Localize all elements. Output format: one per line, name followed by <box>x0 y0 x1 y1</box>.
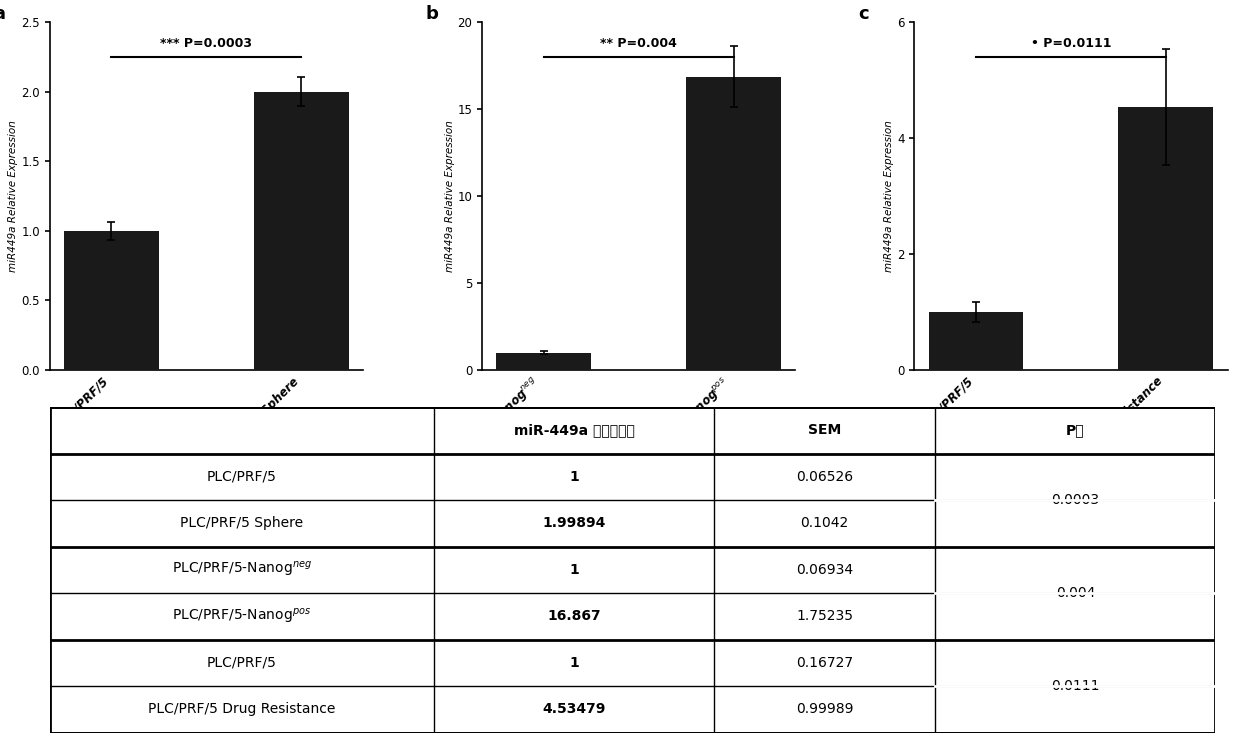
Text: 0.06934: 0.06934 <box>796 563 853 576</box>
Text: 1: 1 <box>569 563 579 576</box>
Text: SEM: SEM <box>808 423 842 437</box>
Bar <box>496 353 591 370</box>
Bar <box>929 312 1023 370</box>
Bar <box>686 77 781 370</box>
Text: ** P=0.004: ** P=0.004 <box>600 37 677 50</box>
Text: 0.0111: 0.0111 <box>1052 679 1100 693</box>
Text: 1.75235: 1.75235 <box>796 609 853 623</box>
Text: 0.06526: 0.06526 <box>796 470 853 484</box>
Text: 1: 1 <box>569 470 579 484</box>
Text: 0.0003: 0.0003 <box>1052 493 1100 507</box>
Text: 4.53479: 4.53479 <box>542 702 606 716</box>
Text: 0.99989: 0.99989 <box>796 702 853 716</box>
Text: 0.1042: 0.1042 <box>801 517 849 531</box>
Text: *** P=0.0003: *** P=0.0003 <box>160 37 252 50</box>
Text: PLC/PRF/5 Drug Resistance: PLC/PRF/5 Drug Resistance <box>149 702 336 716</box>
Bar <box>63 231 159 370</box>
Text: PLC/PRF/5: PLC/PRF/5 <box>207 470 277 484</box>
Text: c: c <box>858 5 868 23</box>
Text: PLC/PRF/5 Sphere: PLC/PRF/5 Sphere <box>180 517 304 531</box>
Text: 16.867: 16.867 <box>547 609 601 623</box>
Text: b: b <box>425 5 439 23</box>
Y-axis label: miR449a Relative Expression: miR449a Relative Expression <box>884 120 894 272</box>
Text: • P=0.0111: • P=0.0111 <box>1030 37 1111 50</box>
Text: 0.16727: 0.16727 <box>796 656 853 670</box>
Text: 1.99894: 1.99894 <box>542 517 606 531</box>
Text: PLC/PRF/5-Nanog$^{pos}$: PLC/PRF/5-Nanog$^{pos}$ <box>172 607 311 626</box>
Text: 0.004: 0.004 <box>1055 586 1095 600</box>
Text: P値: P値 <box>1066 423 1085 437</box>
Bar <box>1118 107 1214 370</box>
Text: a: a <box>0 5 5 23</box>
Bar <box>254 92 348 370</box>
Text: PLC/PRF/5: PLC/PRF/5 <box>207 656 277 670</box>
Y-axis label: miR449a Relative Expression: miR449a Relative Expression <box>445 120 455 272</box>
Text: PLC/PRF/5-Nanog$^{neg}$: PLC/PRF/5-Nanog$^{neg}$ <box>172 560 312 579</box>
Y-axis label: miR449a Relative Expression: miR449a Relative Expression <box>9 120 19 272</box>
Text: miR-449a 平均表达量: miR-449a 平均表达量 <box>513 423 635 437</box>
Text: 1: 1 <box>569 656 579 670</box>
